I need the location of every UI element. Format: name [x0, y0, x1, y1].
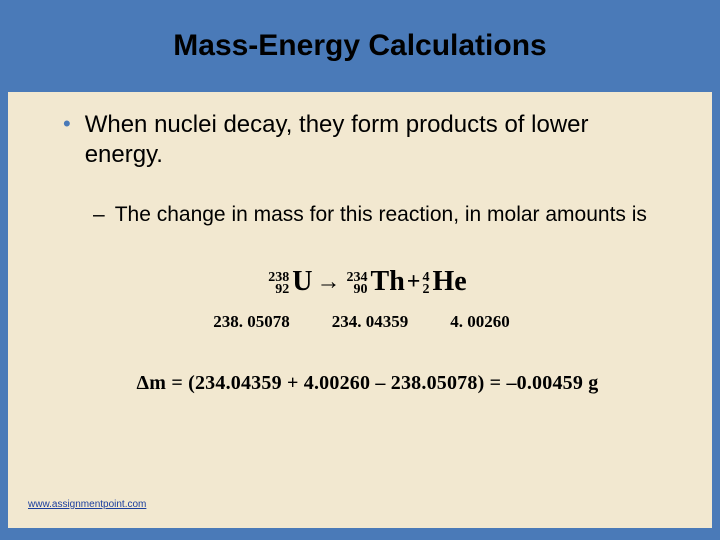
mass-reactant: 238. 05078: [213, 312, 290, 332]
body: • When nuclei decay, they form products …: [63, 110, 672, 395]
product1-nuclide: 234 90 Th: [347, 266, 405, 298]
product2-symbol: He: [432, 266, 466, 298]
slide: Mass-Energy Calculations • When nuclei d…: [0, 0, 720, 540]
reactant-symbol: U: [292, 266, 312, 298]
product1-atno: 90: [354, 284, 368, 297]
arrow-icon: →: [317, 269, 341, 296]
plus-icon: +: [407, 269, 421, 296]
product2-nuclide: 4 2 He: [422, 266, 466, 298]
mass-product1: 234. 04359: [332, 312, 409, 332]
main-bullet-text: When nuclei decay, they form products of…: [85, 110, 672, 170]
delta-m-equation: Δm = (234.04359 + 4.00260 – 238.05078) =…: [63, 372, 672, 395]
main-bullet: • When nuclei decay, they form products …: [63, 110, 672, 170]
reactant-atno: 92: [275, 284, 289, 297]
bullet-dot-icon: •: [63, 110, 71, 170]
product2-numbers: 4 2: [422, 272, 429, 297]
product2-atno: 2: [422, 284, 429, 297]
bullet-dash-icon: –: [93, 202, 105, 228]
footer-link[interactable]: www.assignmentpoint.com: [28, 499, 146, 510]
mass-product2: 4. 00260: [450, 312, 510, 332]
nuclear-equation: 238 92 U → 234 90 Th + 4: [63, 266, 672, 298]
reactant-numbers: 238 92: [268, 272, 289, 297]
product1-symbol: Th: [371, 266, 405, 298]
content-area: Mass-Energy Calculations • When nuclei d…: [8, 0, 712, 528]
product1-numbers: 234 90: [347, 272, 368, 297]
title-band: Mass-Energy Calculations: [8, 0, 712, 92]
reactant-nuclide: 238 92 U: [268, 266, 312, 298]
sub-bullet: – The change in mass for this reaction, …: [93, 202, 672, 228]
slide-title: Mass-Energy Calculations: [173, 29, 546, 63]
mass-values-row: 238. 05078 234. 04359 4. 00260: [63, 312, 672, 332]
sub-bullet-text: The change in mass for this reaction, in…: [115, 202, 647, 228]
